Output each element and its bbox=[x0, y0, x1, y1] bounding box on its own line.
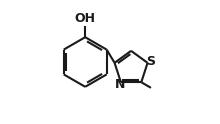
Text: OH: OH bbox=[75, 12, 96, 25]
Text: N: N bbox=[115, 78, 125, 92]
Text: S: S bbox=[147, 55, 156, 68]
